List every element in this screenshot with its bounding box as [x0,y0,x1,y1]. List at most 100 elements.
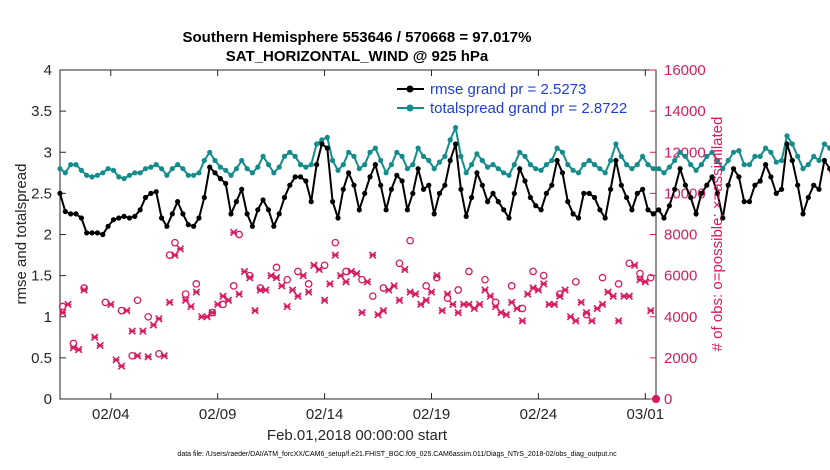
obs-assimilated-marker [336,271,345,280]
data-point [276,211,282,217]
data-point [650,211,656,217]
data-point [682,182,689,188]
data-point [431,166,437,172]
y-left-tick-label: 0 [44,391,52,408]
data-point [207,164,213,170]
data-point [591,194,598,201]
obs-assimilated-marker [465,300,473,309]
data-point [522,178,528,184]
data-point [490,162,496,168]
obs-assimilated-marker [246,273,254,282]
data-point [217,164,223,170]
obs-assimilated-marker [604,288,612,296]
data-point [773,190,779,196]
obs-possible-marker [529,267,537,276]
data-point [634,190,640,196]
obs-assimilated-marker [422,296,430,305]
obs-possible-marker [454,286,463,294]
data-point [741,199,747,205]
obs-assimilated-marker [363,278,372,286]
data-point [180,211,186,217]
data-point [340,162,346,168]
data-point [180,166,186,172]
data-point [479,182,485,188]
data-point [442,153,448,159]
data-point [185,172,191,178]
data-point [335,215,341,221]
y-left-tick-label: 0.5 [31,350,52,367]
obs-assimilated-marker [181,296,190,305]
data-point [260,197,266,203]
data-point [811,153,817,159]
legend-rmse-marker [406,85,414,93]
obs-zero-marker [651,394,661,404]
obs-assimilated-marker [283,302,291,311]
data-point [608,186,614,192]
data-point [351,153,357,159]
data-point [549,157,555,164]
data-point [661,170,667,176]
data-point [148,190,154,196]
data-point [233,199,239,205]
data-point [346,170,352,176]
data-point [126,172,133,178]
data-point [827,166,830,172]
data-point [73,162,79,168]
series-line [59,142,830,236]
obs-assimilated-marker [411,290,420,298]
obs-possible-marker [368,292,377,301]
legend-spread-label: totalspread grand pr = 2.8722 [430,100,627,117]
data-series [57,124,830,404]
y-left-tick-label: 1 [44,309,52,326]
data-point [100,231,106,238]
data-point [629,166,635,172]
obs-assimilated-marker [304,288,313,296]
data-point [757,178,763,184]
data-point [591,162,598,168]
data-point [57,166,63,172]
data-point [84,172,90,178]
data-point [763,162,769,168]
data-point [217,176,223,182]
data-point [431,211,437,217]
data-point [730,149,737,155]
data-point [736,174,742,180]
data-point [527,194,534,201]
obs-assimilated-marker [625,292,634,300]
obs-possible-marker [465,267,473,276]
data-point [779,186,785,192]
data-point [693,167,699,173]
data-point [292,153,298,159]
obs-assimilated-marker [299,271,307,280]
data-point [714,190,721,196]
data-point [207,149,213,155]
obs-assimilated-marker [155,315,163,323]
data-point [346,149,352,155]
data-point [271,223,277,229]
data-point [110,167,117,173]
data-point [501,207,507,213]
obs-assimilated-marker [187,302,195,311]
data-point [228,211,234,217]
data-point [757,153,763,159]
obs-assimilated-marker [475,300,484,309]
data-point [543,162,550,168]
data-point [362,190,368,196]
x-axis: 02/04 02/09 02/14 02/19 02/24 03/01 [92,70,664,423]
data-point [164,223,170,229]
data-point [463,213,469,219]
obs-assimilated-marker [229,228,238,237]
data-point [688,162,694,168]
data-point [698,190,705,196]
data-point [281,194,288,201]
obs-assimilated-marker [502,310,511,319]
data-point [260,153,266,159]
data-point [570,211,576,217]
data-point [68,162,74,168]
obs-assimilated-marker [288,286,297,294]
data-point [479,157,485,164]
data-point [720,166,726,172]
data-point [672,186,678,192]
obs-assimilated-marker [390,282,398,290]
